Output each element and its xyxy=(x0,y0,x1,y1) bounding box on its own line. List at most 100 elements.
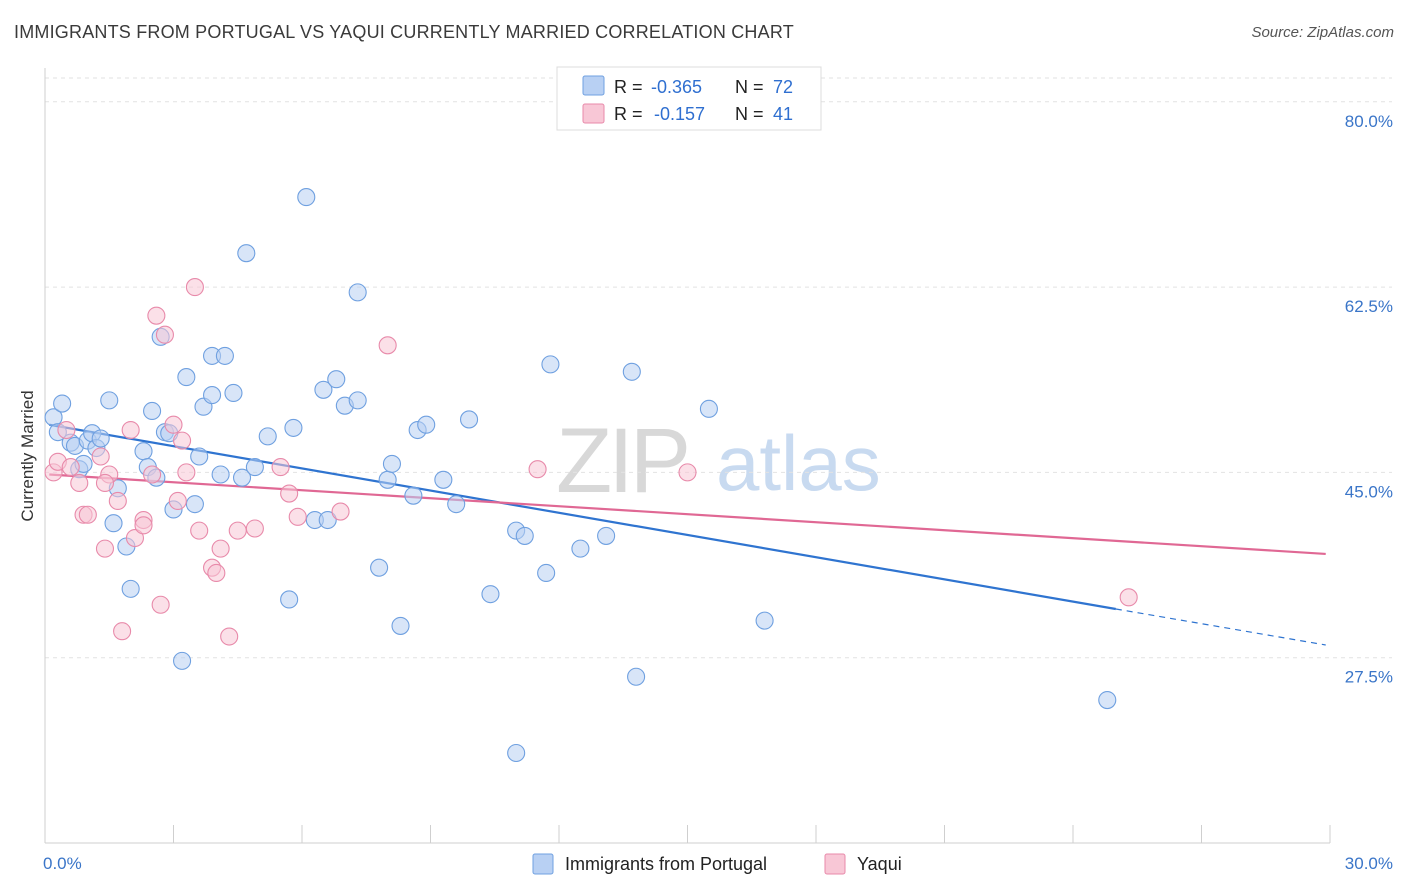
y-tick-label-3: 27.5% xyxy=(1345,668,1393,687)
point-portugal-18 xyxy=(143,401,162,421)
legend-r-label-yaqui: R = xyxy=(614,104,643,124)
trend-line-yaqui xyxy=(49,473,1326,556)
point-yaqui-34 xyxy=(378,336,397,355)
point-portugal-58 xyxy=(481,585,500,604)
point-yaqui-4 xyxy=(70,473,89,493)
point-yaqui-28 xyxy=(228,521,247,540)
point-portugal-63 xyxy=(571,539,590,558)
point-portugal-55 xyxy=(434,470,453,489)
legend-r-label-portugal: R = xyxy=(614,77,643,97)
point-portugal-34 xyxy=(232,468,252,487)
legend-n-value-portugal: 72 xyxy=(773,77,793,97)
point-yaqui-40 xyxy=(95,473,115,493)
point-yaqui-11 xyxy=(113,622,132,641)
legend-bottom-swatch-portugal xyxy=(532,853,554,875)
point-yaqui-31 xyxy=(280,484,299,503)
y-tick-label-1: 62.5% xyxy=(1345,297,1393,316)
point-yaqui-12 xyxy=(121,420,140,440)
point-portugal-68 xyxy=(755,611,774,630)
point-yaqui-35 xyxy=(528,460,547,479)
point-portugal-50 xyxy=(382,454,402,473)
point-portugal-60 xyxy=(515,526,534,545)
point-yaqui-30 xyxy=(271,458,290,477)
legend-n-label-portugal: N = xyxy=(735,77,764,97)
watermark-atlas: atlas xyxy=(716,419,881,507)
point-yaqui-22 xyxy=(177,463,196,482)
point-yaqui-13 xyxy=(125,528,144,548)
watermark-zip: ZIP xyxy=(556,410,687,512)
point-yaqui-7 xyxy=(91,447,110,466)
point-portugal-69 xyxy=(1098,690,1117,710)
chart-source: Source: ZipAtlas.com xyxy=(1251,24,1394,41)
point-portugal-29 xyxy=(203,386,222,405)
point-yaqui-15 xyxy=(143,465,162,484)
legend-bottom-swatch-yaqui xyxy=(824,853,846,875)
point-portugal-25 xyxy=(177,368,196,387)
point-portugal-35 xyxy=(237,244,256,263)
point-portugal-54 xyxy=(417,415,436,434)
point-portugal-67 xyxy=(699,399,718,418)
legend-top: R = -0.365 N = 72 R = -0.157 N = 41 xyxy=(556,66,822,131)
point-portugal-33 xyxy=(224,383,243,403)
point-portugal-10 xyxy=(91,429,110,448)
point-yaqui-2 xyxy=(57,420,76,440)
point-yaqui-8 xyxy=(95,539,115,558)
point-yaqui-39 xyxy=(211,539,230,558)
grid-layer xyxy=(45,77,1392,659)
point-portugal-42 xyxy=(314,380,333,399)
point-portugal-46 xyxy=(348,391,367,410)
y-tick-label-0: 80.0% xyxy=(1345,112,1393,131)
trend-layer xyxy=(49,423,1326,646)
legend-n-label-yaqui: N = xyxy=(735,104,764,124)
point-portugal-66 xyxy=(627,667,646,686)
point-yaqui-33 xyxy=(331,502,350,521)
point-portugal-32 xyxy=(215,346,234,365)
trend-line-portugal xyxy=(49,423,1117,611)
point-portugal-36 xyxy=(245,458,264,477)
point-portugal-27 xyxy=(190,447,209,466)
point-yaqui-6 xyxy=(78,505,97,524)
point-portugal-56 xyxy=(447,495,466,514)
legend-swatch-portugal xyxy=(582,75,605,96)
point-yaqui-21 xyxy=(173,431,192,450)
point-portugal-26 xyxy=(185,495,204,514)
point-portugal-52 xyxy=(404,486,423,505)
point-yaqui-27 xyxy=(220,627,239,646)
legend-bottom-label-yaqui: Yaqui xyxy=(857,854,902,874)
legend-r-value-portugal: -0.365 xyxy=(651,77,702,97)
legend-bottom-label-portugal: Immigrants from Portugal xyxy=(565,854,767,874)
point-portugal-15 xyxy=(121,579,140,598)
point-portugal-2 xyxy=(53,394,72,413)
point-portugal-70 xyxy=(507,743,526,763)
point-yaqui-36 xyxy=(678,463,697,482)
point-yaqui-26 xyxy=(207,563,226,583)
watermark: ZIP atlas xyxy=(556,410,881,512)
points-layer xyxy=(44,188,1138,763)
point-portugal-47 xyxy=(348,283,367,302)
point-portugal-11 xyxy=(100,391,119,410)
point-yaqui-18 xyxy=(155,325,174,344)
legend-n-value-yaqui: 41 xyxy=(773,104,793,124)
point-portugal-24 xyxy=(173,651,192,670)
point-portugal-62 xyxy=(541,355,560,374)
point-portugal-12 xyxy=(104,514,123,533)
point-portugal-44 xyxy=(327,370,346,389)
point-portugal-57 xyxy=(459,410,479,429)
point-yaqui-32 xyxy=(288,507,307,526)
point-yaqui-20 xyxy=(168,491,187,511)
legend-swatch-yaqui xyxy=(582,103,605,124)
trend-line-portugal-extension xyxy=(1115,608,1326,646)
point-yaqui-23 xyxy=(185,278,204,297)
y-tick-label-2: 45.0% xyxy=(1345,482,1393,501)
point-yaqui-10 xyxy=(108,491,127,511)
point-yaqui-17 xyxy=(151,595,170,614)
point-portugal-37 xyxy=(258,427,277,446)
point-portugal-40 xyxy=(297,188,316,207)
point-portugal-51 xyxy=(391,616,410,635)
point-portugal-48 xyxy=(370,558,389,577)
point-yaqui-38 xyxy=(134,516,153,535)
point-portugal-61 xyxy=(537,563,556,583)
point-portugal-65 xyxy=(622,362,641,381)
